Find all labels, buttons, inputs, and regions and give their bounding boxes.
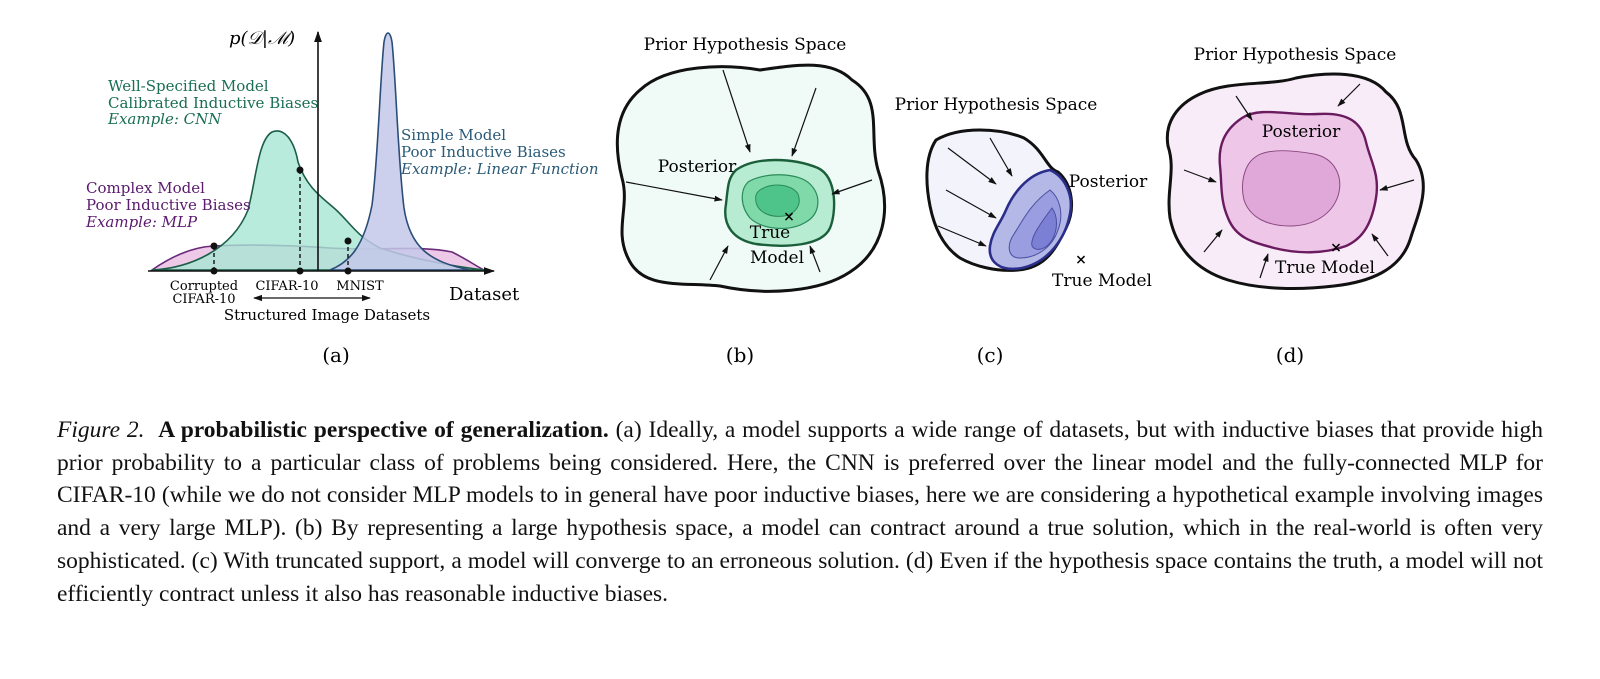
true-label-b-1: True xyxy=(750,223,790,243)
posterior-label-c: Posterior xyxy=(1069,172,1148,192)
prior-space-label-b: Prior Hypothesis Space xyxy=(644,35,847,55)
cifar-tick xyxy=(296,267,304,275)
panel-b-sublabel: (b) xyxy=(726,343,754,367)
figure-title: A probabilistic perspective of generaliz… xyxy=(158,417,609,443)
contraction-arrow xyxy=(1371,233,1389,257)
corrupted-point xyxy=(210,242,218,250)
tick-corrupted-line1: Corrupted xyxy=(170,279,238,294)
y-axis-label: p(𝒟|ℳ) xyxy=(229,28,295,49)
posterior-inner-c xyxy=(1031,207,1057,250)
posterior-inner-b xyxy=(755,184,800,217)
contraction-arrow xyxy=(1183,169,1217,183)
contraction-arrow xyxy=(1379,179,1415,191)
contraction-arrow xyxy=(937,225,987,247)
simple-title: Simple Model xyxy=(401,126,506,144)
figure-caption: Figure 2. A probabilistic perspective of… xyxy=(57,414,1543,610)
corrupted-tick xyxy=(210,267,218,275)
contraction-arrow xyxy=(989,137,1013,177)
contraction-arrow xyxy=(1337,83,1361,107)
figure-label: Figure 2. xyxy=(57,417,145,443)
true-model-label-d: True Model xyxy=(1275,258,1375,278)
contraction-arrow xyxy=(1203,229,1223,253)
true-model-label-c: True Model xyxy=(1052,271,1152,291)
true-model-marker-b: × xyxy=(783,209,795,225)
contraction-arrow xyxy=(625,181,723,202)
posterior-label-d: Posterior xyxy=(1262,122,1341,142)
posterior-label-b: Posterior xyxy=(658,157,737,177)
panel-d: × Prior Hypothesis Space Posterior True … xyxy=(1165,45,1425,367)
true-label-b-2: Model xyxy=(750,248,804,268)
cifar-point xyxy=(296,166,304,174)
figure-2: p(𝒟|ℳ) Dataset Well-Specified Model Cali… xyxy=(85,28,1425,367)
posterior-inner-d xyxy=(1241,150,1341,227)
panel-c-sublabel: (c) xyxy=(977,343,1004,367)
contraction-arrow xyxy=(1235,95,1253,121)
x-axis-label: Dataset xyxy=(449,284,520,305)
true-model-marker-c: × xyxy=(1075,252,1087,268)
panel-a: p(𝒟|ℳ) Dataset Well-Specified Model Cali… xyxy=(85,28,599,367)
structured-range-label: Structured Image Datasets xyxy=(224,306,430,324)
tick-corrupted-line2: CIFAR-10 xyxy=(172,292,235,307)
panel-c: × Prior Hypothesis Space Posterior True … xyxy=(895,95,1152,367)
well-specified-example: Example: CNN xyxy=(107,110,222,128)
well-specified-title: Well-Specified Model xyxy=(108,77,269,95)
contraction-arrow xyxy=(791,87,817,157)
contraction-arrow xyxy=(722,69,751,153)
tick-cifar: CIFAR-10 xyxy=(255,279,318,294)
well-specified-bias: Calibrated Inductive Biases xyxy=(108,94,318,112)
mnist-tick xyxy=(344,267,352,275)
panel-a-sublabel: (a) xyxy=(322,343,350,367)
contraction-arrow xyxy=(831,179,873,195)
mnist-point xyxy=(344,237,352,245)
true-model-marker-d: × xyxy=(1330,240,1342,256)
prior-space-label-c: Prior Hypothesis Space xyxy=(895,95,1098,115)
prior-space-label-d: Prior Hypothesis Space xyxy=(1194,45,1397,65)
complex-title: Complex Model xyxy=(86,179,205,197)
tick-mnist: MNIST xyxy=(336,279,384,294)
simple-model-density xyxy=(329,32,471,271)
contraction-arrow xyxy=(709,245,729,281)
complex-bias: Poor Inductive Biases xyxy=(86,196,251,214)
panel-b: × Prior Hypothesis Space Posterior True … xyxy=(615,35,887,367)
caption-body: (a) Ideally, a model supports a wide ran… xyxy=(57,417,1544,607)
contraction-arrow xyxy=(809,245,821,273)
simple-example: Example: Linear Function xyxy=(400,160,599,178)
contraction-arrow xyxy=(947,147,997,185)
contraction-arrow xyxy=(1259,253,1269,279)
simple-bias: Poor Inductive Biases xyxy=(401,143,566,161)
panel-d-sublabel: (d) xyxy=(1276,343,1304,367)
contraction-arrow xyxy=(945,189,997,219)
complex-example: Example: MLP xyxy=(85,213,198,231)
